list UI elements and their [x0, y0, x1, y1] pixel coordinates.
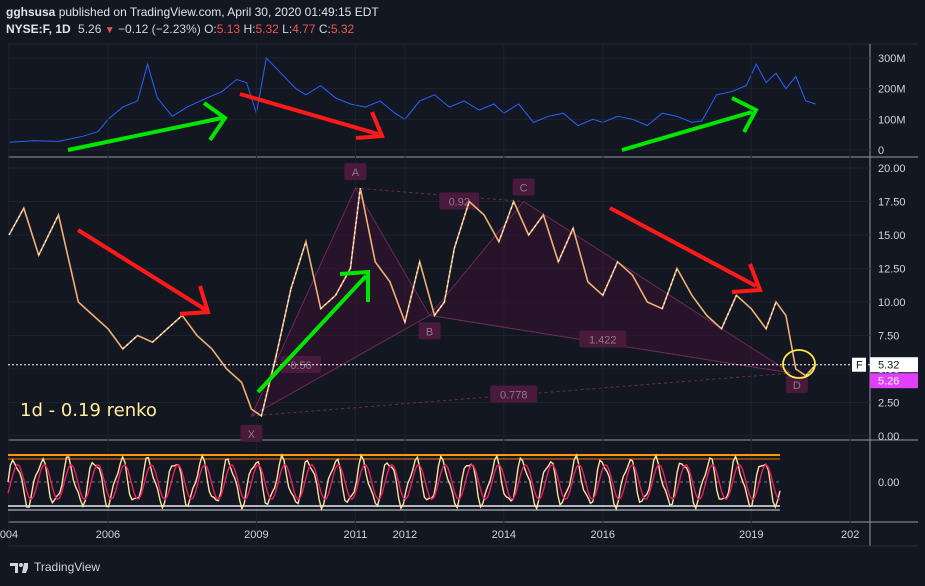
- published-text: published on TradingView.com, April 30, …: [58, 5, 379, 19]
- pattern-point-c: C: [512, 178, 535, 196]
- pattern-ratio: 0.778: [490, 385, 538, 403]
- pattern-point-bg: [512, 178, 535, 196]
- pattern-point-a: A: [344, 163, 367, 181]
- pattern-point-bg: [240, 424, 263, 442]
- pattern-ratio-bg: [490, 385, 538, 403]
- volume-tick-label: 100M: [878, 114, 906, 126]
- pattern-point-x: X: [240, 424, 263, 442]
- open-value: 5.13: [216, 22, 241, 36]
- time-tick-label: 2011: [344, 529, 368, 541]
- price-tick-label: 17.50: [878, 197, 906, 209]
- time-tick-label: 2009: [244, 529, 268, 541]
- price-tick-label: 10.00: [878, 297, 906, 309]
- pattern-point-label: D: [793, 380, 801, 392]
- last-price: 5.26: [78, 22, 102, 36]
- publisher-name[interactable]: ggh: [6, 5, 28, 19]
- pattern-point-label: C: [520, 183, 528, 195]
- arrow-up-volume-2[interactable]: [621, 96, 759, 152]
- arrow-up-volume-1[interactable]: [67, 101, 228, 152]
- stoch-d-line: [7, 463, 781, 501]
- symbol-header: NYSE:F, 1D 5.26 ▼ −0.12 (−2.23%) O:5.13 …: [6, 22, 354, 36]
- volume-axis: 300M 200M 100M 0: [878, 53, 906, 157]
- publisher-name-suffix[interactable]: susa: [28, 5, 56, 19]
- price-series-line: [8, 187, 817, 418]
- price-change: −0.12 (−2.23%): [117, 22, 201, 36]
- pattern-ratio-bg: [579, 330, 627, 348]
- pattern-ratio: 0.92: [439, 192, 480, 210]
- arrow-down-price-1[interactable]: [76, 228, 211, 316]
- footer: TradingView: [10, 560, 100, 574]
- pattern-ratio-bg: [439, 192, 480, 210]
- footer-brand[interactable]: TradingView: [34, 560, 101, 574]
- time-tick-label: 2012: [393, 529, 417, 541]
- volume-tick-label: 300M: [878, 53, 906, 65]
- low-label: L:: [282, 22, 293, 36]
- volume-tick-label: 200M: [878, 84, 906, 96]
- time-tick-label: 2006: [96, 529, 120, 541]
- close-value: 5.32: [330, 22, 355, 36]
- publish-header: gghsusa published on TradingView.com, Ap…: [6, 5, 379, 19]
- arrow-down-price-2[interactable]: [609, 206, 763, 294]
- pattern-ratio-label: 0.778: [500, 389, 528, 401]
- price-tick-label: 7.50: [878, 331, 899, 343]
- price-tick-label: 12.50: [878, 264, 906, 276]
- renko-up-bricks: [8, 188, 817, 417]
- low-value: 4.77: [292, 22, 316, 36]
- pattern-point-d: D: [785, 376, 808, 394]
- close-label: C:: [318, 22, 331, 36]
- time-tick-label: 2014: [492, 529, 516, 541]
- time-tick-label: 202: [841, 529, 859, 541]
- time-tick-label: 2019: [739, 529, 763, 541]
- pattern-point-label: A: [352, 167, 360, 179]
- time-tick-label: 004: [0, 529, 18, 541]
- down-triangle-icon: ▼: [104, 25, 115, 36]
- renko-annotation[interactable]: 1d - 0.19 renko: [20, 400, 157, 421]
- arrow-up-price[interactable]: [256, 269, 370, 394]
- pattern-point-label: X: [248, 429, 256, 441]
- tradingview-logo-icon: [10, 563, 28, 573]
- pattern-ratio-label: 0.56: [290, 360, 311, 372]
- highlight-circle[interactable]: [782, 349, 816, 379]
- pattern-ratio-label: 1.422: [589, 335, 617, 347]
- pattern-point-bg: [785, 376, 808, 394]
- pattern-ratio-label: 0.92: [449, 197, 470, 209]
- svg-text:5.26: 5.26: [878, 376, 899, 388]
- time-tick-label: 2016: [591, 529, 615, 541]
- svg-text:5.32: 5.32: [878, 360, 899, 372]
- last-price-badge: 5.32: [870, 357, 918, 373]
- price-tick-label: 2.50: [878, 398, 899, 410]
- price-axis[interactable]: 20.0017.5015.0012.5010.007.505.002.500.0…: [878, 163, 906, 443]
- oscillator-tick-label: 0.00: [878, 477, 899, 489]
- price-tick-label: 20.00: [878, 163, 906, 175]
- pattern-point-bg: [344, 163, 367, 181]
- pattern-point-bg: [418, 322, 441, 340]
- pattern-ratio: 1.422: [579, 330, 627, 348]
- svg-text:F: F: [856, 360, 863, 372]
- open-label: O:: [204, 22, 217, 36]
- volume-tick-label: 0: [878, 145, 884, 157]
- volume-series-line: [8, 56, 816, 143]
- price-tick-label: 0.00: [878, 431, 899, 443]
- high-label: H:: [243, 22, 256, 36]
- time-axis[interactable]: 004 2006 2009 2011 2012 2014 2016 2019 202: [0, 529, 859, 541]
- pattern-point-b: B: [418, 322, 441, 340]
- oscillator-axis: 0.00: [878, 477, 899, 489]
- symbol-label[interactable]: NYSE:F, 1D: [6, 22, 71, 36]
- price-tick-label: 15.00: [878, 230, 906, 242]
- price-badge: 5.26: [870, 373, 918, 389]
- symbol-tag: F: [852, 357, 866, 372]
- pattern-point-label: B: [426, 326, 433, 338]
- high-value: 5.32: [255, 22, 279, 36]
- arrow-down-volume[interactable]: [239, 92, 385, 140]
- oscillator-pane: [7, 453, 781, 511]
